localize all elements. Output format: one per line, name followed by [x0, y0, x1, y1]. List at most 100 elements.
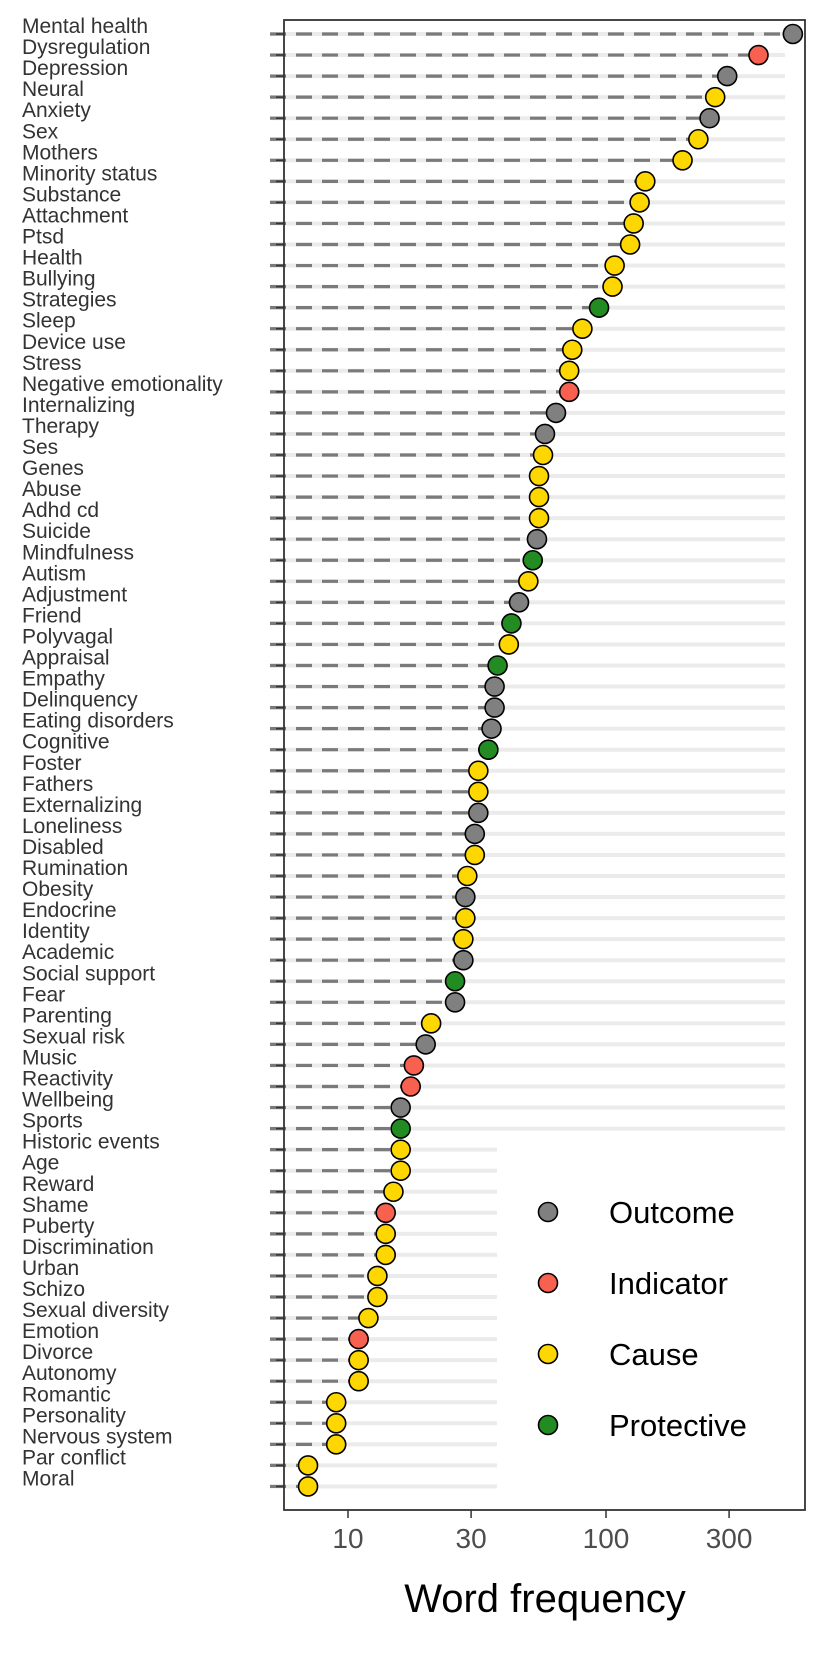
category-label: Emotion — [22, 1320, 99, 1343]
legend-key — [537, 1201, 559, 1223]
x-axis-ticks — [347, 1510, 730, 1518]
category-label: Fathers — [22, 773, 93, 796]
x-axis-title: Word frequency — [404, 1577, 686, 1621]
category-label: Academic — [22, 941, 114, 964]
category-label: Delinquency — [22, 689, 138, 712]
category-label: Ses — [22, 436, 58, 459]
category-label: Foster — [22, 752, 82, 775]
data-point — [532, 444, 554, 466]
data-point — [534, 423, 556, 445]
category-label: Device use — [22, 331, 126, 354]
data-point — [748, 44, 769, 66]
data-point — [716, 65, 738, 87]
data-point — [528, 465, 550, 487]
data-point — [498, 634, 520, 655]
data-point — [468, 802, 489, 824]
category-label: Moral — [22, 1467, 75, 1490]
legend-label: Protective — [609, 1408, 747, 1443]
data-point — [572, 318, 593, 340]
category-label: Historic events — [22, 1131, 160, 1154]
category-label: Obesity — [22, 878, 94, 901]
dashed-lollipop-lines — [270, 32, 784, 1489]
data-point — [561, 339, 583, 361]
category-label: Disabled — [22, 836, 104, 859]
data-point — [455, 886, 476, 908]
category-label: Mindfulness — [22, 541, 134, 564]
category-label: Sexual diversity — [22, 1299, 170, 1322]
category-label: Depression — [22, 57, 128, 80]
legend-label: Cause — [609, 1337, 699, 1372]
category-label: Therapy — [22, 415, 100, 438]
data-points — [297, 23, 804, 1497]
x-axis-tick-labels: 10 30 100 300 — [332, 1523, 752, 1554]
data-point — [558, 360, 580, 382]
data-point — [688, 128, 709, 150]
category-label: Endocrine — [22, 899, 117, 922]
category-label: Wellbeing — [22, 1089, 114, 1112]
legend: Outcome Indicator Cause Protective — [537, 1195, 747, 1443]
data-point — [478, 739, 499, 761]
data-point — [390, 1160, 411, 1181]
data-point — [508, 592, 530, 613]
data-point — [367, 1286, 388, 1308]
category-label: Friend — [22, 604, 82, 627]
data-point — [400, 1076, 422, 1097]
x-tick-label: 100 — [583, 1523, 630, 1554]
category-label: Appraisal — [22, 647, 110, 670]
category-label: Parenting — [22, 1004, 112, 1027]
data-point — [464, 823, 486, 845]
data-point — [348, 1349, 369, 1371]
category-label: Stress — [22, 352, 82, 375]
data-point — [453, 928, 474, 950]
y-axis-labels: Mental healthDysregulationDepressionNeur… — [22, 15, 223, 1490]
category-label: Eating disorders — [22, 710, 174, 733]
category-label: Mental health — [22, 15, 148, 38]
data-point — [501, 613, 522, 634]
category-label: Social support — [22, 962, 155, 985]
category-label: Music — [22, 1046, 77, 1069]
category-label: Discrimination — [22, 1236, 154, 1259]
category-label: Health — [22, 247, 83, 270]
category-label: Nervous system — [22, 1425, 173, 1448]
data-point — [297, 1455, 319, 1476]
data-point — [453, 949, 474, 971]
data-point — [602, 276, 623, 297]
data-point — [464, 844, 486, 866]
category-label: Reactivity — [22, 1068, 114, 1091]
data-point — [487, 655, 508, 676]
data-point — [704, 86, 726, 108]
data-point — [367, 1265, 388, 1287]
data-point — [782, 23, 804, 45]
category-label: Identity — [22, 920, 90, 943]
category-label: Anxiety — [22, 99, 91, 122]
data-point — [325, 1413, 347, 1434]
category-label: Puberty — [22, 1215, 95, 1238]
data-point — [623, 213, 644, 234]
category-label: Autonomy — [22, 1362, 117, 1385]
data-point — [588, 297, 610, 318]
category-label: Age — [22, 1152, 59, 1175]
data-point — [484, 697, 505, 718]
category-label: Romantic — [22, 1383, 111, 1406]
category-label: Suicide — [22, 520, 91, 543]
category-label: Schizo — [22, 1278, 85, 1301]
category-label: Fear — [22, 983, 65, 1006]
category-label: Adhd cd — [22, 499, 99, 522]
data-point — [375, 1244, 397, 1266]
y-axis-ticks — [276, 33, 284, 1488]
category-label: Urban — [22, 1257, 79, 1280]
legend-key — [537, 1272, 559, 1294]
category-label: Cognitive — [22, 731, 110, 754]
data-point — [522, 549, 544, 571]
data-point — [604, 255, 625, 276]
category-label: Empathy — [22, 668, 105, 691]
data-point — [390, 1139, 411, 1160]
data-point — [528, 507, 550, 529]
data-point — [558, 381, 580, 403]
data-point — [484, 676, 505, 697]
data-point — [481, 718, 502, 739]
category-label: Sports — [22, 1110, 83, 1133]
data-point — [403, 1055, 425, 1076]
category-label: Polyvagal — [22, 625, 113, 648]
